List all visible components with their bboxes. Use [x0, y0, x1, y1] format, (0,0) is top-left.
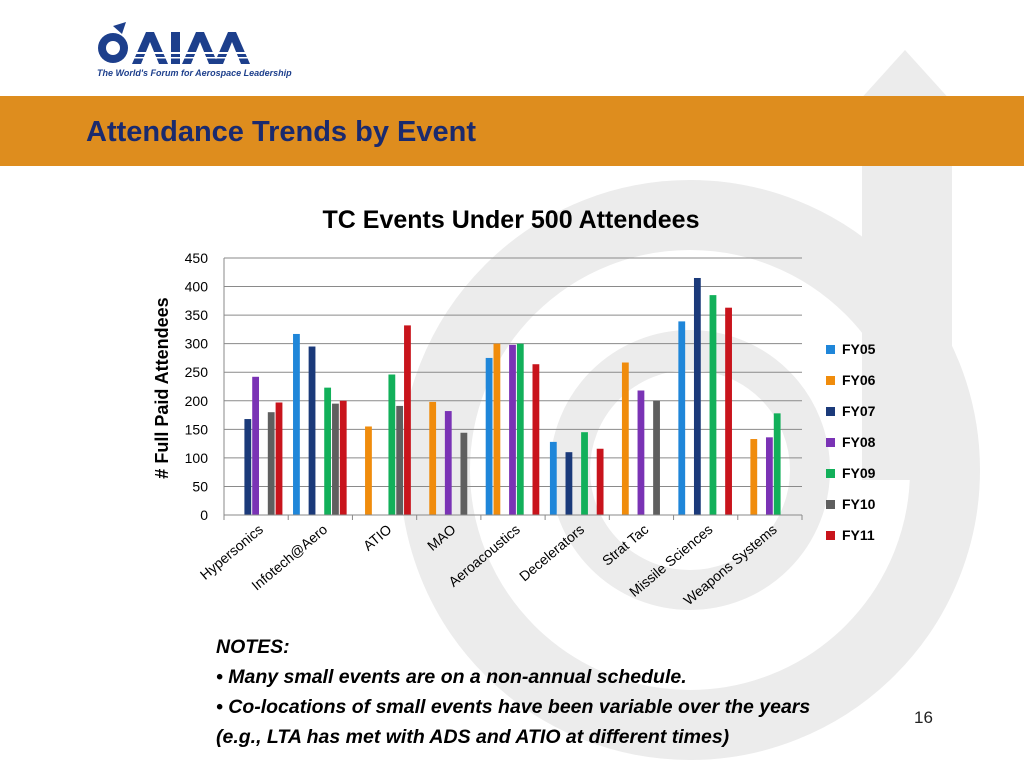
chart-title: TC Events Under 500 Attendees	[323, 206, 700, 234]
y-tick-label: 450	[185, 250, 209, 266]
bar	[308, 346, 316, 515]
aiaa-logo	[98, 22, 250, 64]
bar	[532, 364, 540, 515]
bar	[429, 401, 437, 515]
bar	[765, 437, 773, 515]
bar	[637, 390, 645, 515]
bars	[244, 277, 781, 515]
y-tick-label: 100	[185, 450, 209, 466]
bar	[444, 411, 452, 515]
legend-swatch	[826, 500, 835, 509]
bar	[324, 387, 332, 515]
legend-label: FY08	[842, 434, 876, 450]
bar	[709, 295, 717, 515]
legend-label: FY07	[842, 403, 876, 419]
y-axis-label: # Full Paid Attendees	[152, 297, 172, 478]
legend-label: FY10	[842, 496, 876, 512]
notes: NOTES: • Many small events are on a non-…	[216, 632, 876, 752]
bar	[396, 405, 404, 515]
y-tick-label: 150	[185, 421, 209, 437]
legend-swatch	[826, 531, 835, 540]
bar	[275, 402, 283, 515]
bar	[773, 413, 781, 515]
bar	[509, 344, 516, 515]
legend-label: FY09	[842, 465, 876, 481]
bar	[678, 321, 686, 515]
bar	[252, 376, 260, 515]
x-tick-label: Hypersonics	[197, 521, 266, 583]
bar	[493, 343, 501, 515]
legend-swatch	[826, 438, 835, 447]
bar	[485, 357, 493, 515]
note-item: (e.g., LTA has met with ADS and ATIO at …	[216, 726, 730, 748]
legend-swatch	[826, 469, 835, 478]
y-tick-label: 200	[185, 393, 209, 409]
note-item: • Co-locations of small events have been…	[216, 696, 811, 718]
slide-title: Attendance Trends by Event	[86, 116, 476, 148]
page-number: 16	[914, 708, 933, 727]
bar	[725, 307, 732, 515]
legend-swatch	[826, 376, 835, 385]
bar	[581, 432, 588, 515]
x-tick-label: MAO	[424, 521, 459, 554]
bar	[653, 400, 660, 515]
bar	[388, 374, 396, 515]
legend-swatch	[826, 407, 835, 416]
bar	[244, 419, 252, 515]
bar	[565, 452, 573, 515]
x-tick-label: Decelerators	[516, 521, 587, 584]
legend: FY05 FY06 FY07 FY08 FY09 FY10 FY11	[826, 341, 876, 543]
y-tick-label: 250	[185, 364, 209, 380]
x-tick-label: ATIO	[360, 521, 395, 554]
legend-label: FY11	[842, 527, 875, 543]
title-band	[0, 96, 1024, 166]
note-item: • Many small events are on a non-annual …	[216, 666, 687, 688]
bar	[596, 448, 604, 515]
x-tick-label: Strat Tac	[599, 521, 651, 569]
y-tick-label: 0	[200, 507, 208, 523]
bar	[516, 343, 524, 515]
bar	[339, 400, 347, 515]
legend-swatch	[826, 345, 835, 354]
y-tick-label: 300	[185, 336, 209, 352]
y-tick-labels: 0 50 100 150 200 250 300 350 400 450	[185, 250, 209, 523]
bar	[404, 325, 411, 515]
bar	[293, 333, 300, 515]
y-tick-label: 350	[185, 307, 209, 323]
bar	[549, 441, 557, 515]
notes-heading: NOTES:	[216, 636, 290, 658]
bar	[365, 426, 372, 515]
bar-chart: TC Events Under 500 Attendees # Full Pai…	[152, 206, 876, 608]
bar	[750, 439, 758, 515]
y-tick-label: 400	[185, 279, 209, 295]
axes	[223, 258, 803, 520]
bar	[693, 277, 701, 515]
bar	[460, 432, 468, 515]
bar	[267, 412, 275, 515]
y-tick-label: 50	[192, 478, 208, 494]
legend-label: FY06	[842, 372, 876, 388]
logo-tagline: The World's Forum for Aerospace Leadersh…	[97, 68, 292, 78]
legend-label: FY05	[842, 341, 876, 357]
bar	[621, 362, 629, 515]
bar	[332, 403, 339, 515]
